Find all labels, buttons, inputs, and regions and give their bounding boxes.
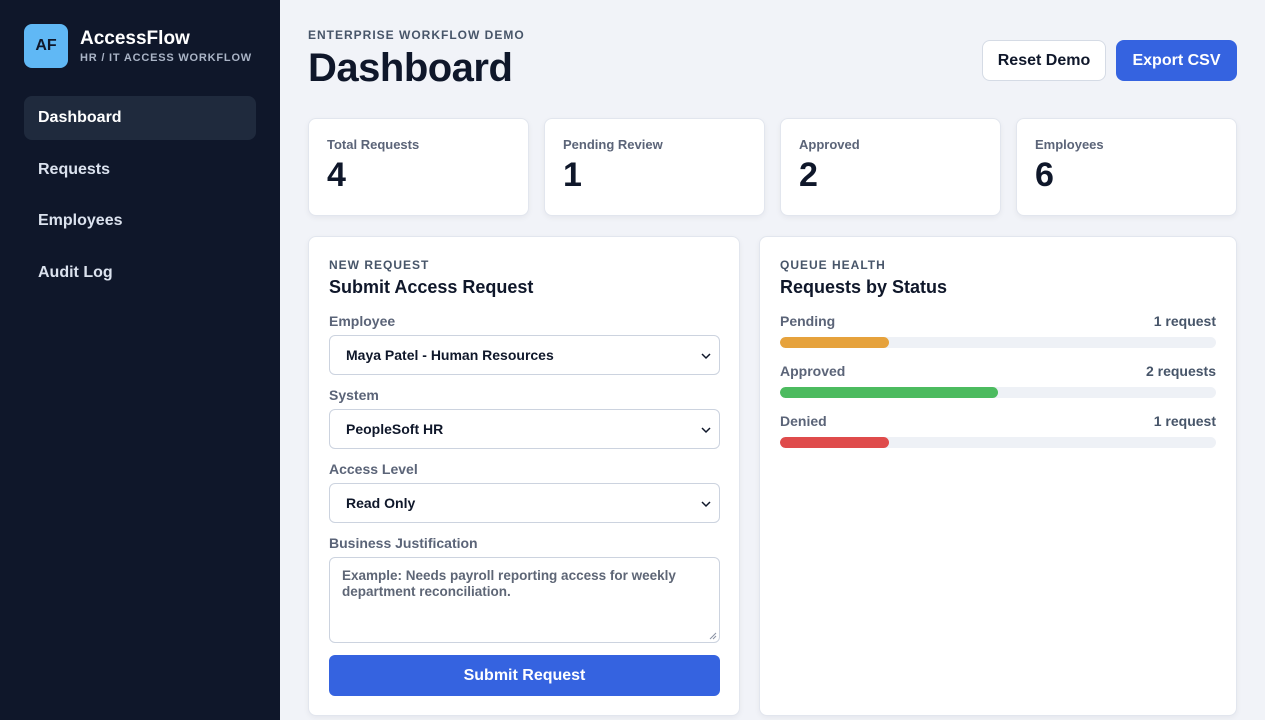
employee-select[interactable]: Maya Patel - Human Resources (329, 335, 720, 375)
queue-health-panel: QUEUE HEALTH Requests by Status Pending … (759, 236, 1237, 716)
brand: AF AccessFlow HR / IT ACCESS WORKFLOW (24, 24, 252, 68)
stat-card-employees: Employees 6 (1016, 118, 1237, 216)
panel-eyebrow: NEW REQUEST (329, 258, 430, 272)
employee-select-value: Maya Patel - Human Resources (346, 347, 554, 363)
nav-item-requests[interactable]: Requests (38, 160, 111, 178)
justification-textarea[interactable]: Example: Needs payroll reporting access … (329, 557, 720, 643)
justification-placeholder: Example: Needs payroll reporting access … (342, 568, 676, 599)
justification-label: Business Justification (329, 535, 478, 551)
stat-card-approved: Approved 2 (780, 118, 1001, 216)
stat-label: Employees (1035, 137, 1104, 152)
panel-title: Submit Access Request (329, 277, 534, 297)
status-bar-fill (780, 337, 889, 348)
access-level-select-value: Read Only (346, 495, 416, 511)
status-label: Denied (780, 413, 827, 429)
status-row-approved: Approved 2 requests (780, 363, 1216, 398)
submit-request-button[interactable]: Submit Request (329, 655, 720, 696)
sidebar-nav: Dashboard Requests Employees Audit Log (24, 96, 256, 302)
panel-title: Requests by Status (780, 277, 948, 297)
status-row-pending: Pending 1 request (780, 313, 1216, 348)
stat-card-pending-review: Pending Review 1 (544, 118, 765, 216)
export-csv-button[interactable]: Export CSV (1116, 40, 1237, 81)
status-label: Pending (780, 313, 836, 329)
system-select[interactable]: PeopleSoft HR (329, 409, 720, 449)
system-select-value: PeopleSoft HR (346, 421, 444, 437)
chevron-down-icon (701, 427, 711, 434)
stat-label: Pending Review (563, 137, 663, 152)
status-head: Pending 1 request (780, 313, 1216, 329)
new-request-panel: NEW REQUEST Submit Access Request Employ… (308, 236, 740, 716)
stat-label: Approved (799, 137, 860, 152)
status-head: Denied 1 request (780, 413, 1216, 429)
nav-item-audit-log[interactable]: Audit Log (38, 263, 113, 281)
status-bar-track (780, 437, 1216, 448)
status-label: Approved (780, 363, 846, 379)
status-bar-fill (780, 387, 998, 398)
logo: AF (24, 24, 68, 68)
stat-value: 6 (1035, 156, 1054, 194)
access-level-select[interactable]: Read Only (329, 483, 720, 523)
stat-value: 4 (327, 156, 346, 194)
chevron-down-icon (701, 353, 711, 360)
brand-subtitle: HR / IT ACCESS WORKFLOW (80, 52, 252, 64)
status-bar-track (780, 337, 1216, 348)
status-count: 2 requests (1145, 363, 1216, 379)
panel-eyebrow: QUEUE HEALTH (780, 258, 886, 272)
page-eyebrow: ENTERPRISE WORKFLOW DEMO (308, 28, 525, 42)
stat-value: 1 (563, 156, 582, 194)
sidebar: AF AccessFlow HR / IT ACCESS WORKFLOW Da… (0, 0, 280, 720)
nav-item-dashboard[interactable]: Dashboard (24, 96, 256, 140)
employee-label: Employee (329, 313, 396, 329)
status-head: Approved 2 requests (780, 363, 1216, 379)
nav-item-employees[interactable]: Employees (38, 212, 123, 229)
status-bar-track (780, 387, 1216, 398)
brand-name: AccessFlow (80, 28, 190, 49)
brand-text: AccessFlow HR / IT ACCESS WORKFLOW (80, 28, 252, 64)
resize-handle-icon[interactable] (708, 631, 717, 640)
access-level-label: Access Level (329, 461, 418, 477)
system-label: System (329, 387, 379, 403)
status-row-denied: Denied 1 request (780, 413, 1216, 448)
stat-label: Total Requests (327, 137, 420, 152)
status-count: 1 request (1153, 413, 1216, 429)
stat-value: 2 (799, 156, 818, 194)
status-bar-fill (780, 437, 889, 448)
stat-card-total-requests: Total Requests 4 (308, 118, 529, 216)
main-content: ENTERPRISE WORKFLOW DEMO Dashboard Reset… (308, 0, 1237, 720)
page-title: Dashboard (308, 46, 513, 90)
reset-demo-button[interactable]: Reset Demo (982, 40, 1106, 81)
status-count: 1 request (1153, 313, 1216, 329)
chevron-down-icon (701, 501, 711, 508)
